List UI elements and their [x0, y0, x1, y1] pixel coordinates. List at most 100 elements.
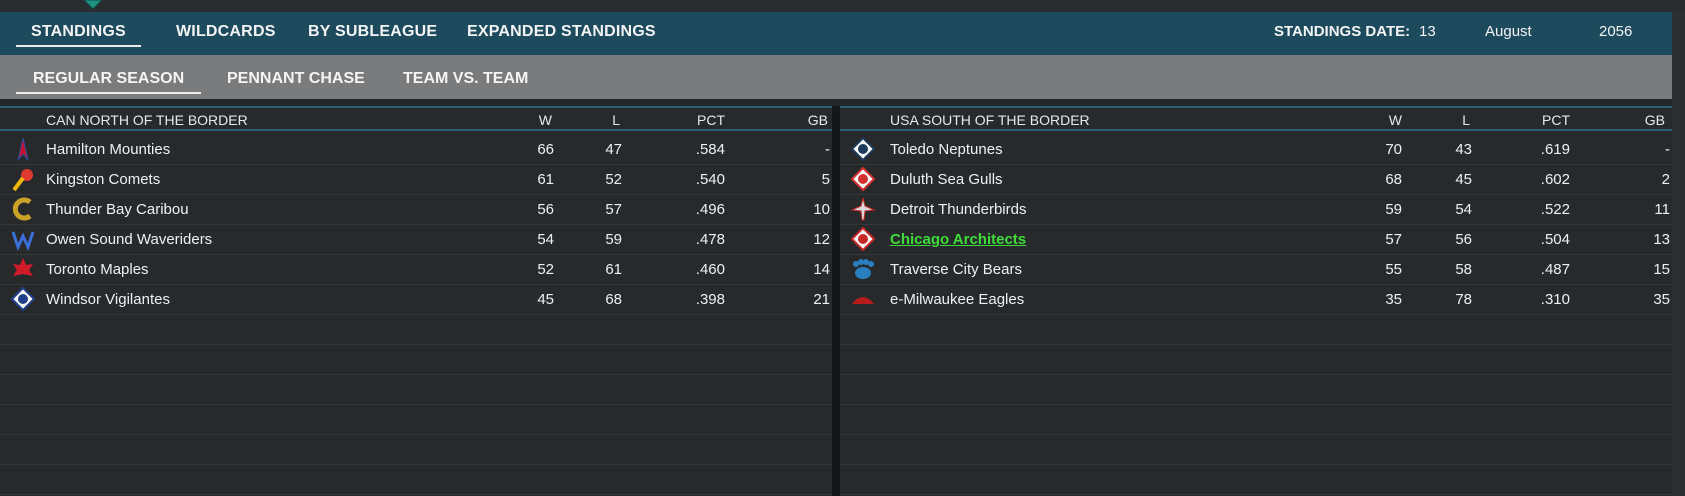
losses-value: 59: [605, 231, 622, 248]
standings-row[interactable]: Detroit Thunderbirds 59 54 .522 11: [840, 193, 1672, 225]
wins-value: 56: [537, 201, 554, 218]
empty-row: [840, 403, 1672, 435]
col-l-header[interactable]: L: [1462, 112, 1470, 128]
wins-value: 55: [1385, 261, 1402, 278]
pct-value: .540: [695, 171, 725, 188]
empty-row: [840, 313, 1672, 345]
gb-value: 11: [1654, 201, 1670, 218]
bears-icon: [853, 259, 874, 279]
gb-value: 2: [1661, 171, 1670, 188]
gb-value: -: [1665, 141, 1670, 158]
standings-row[interactable]: Hamilton Mounties 66 47 .584 -: [0, 133, 832, 165]
pct-value: .487: [1540, 261, 1570, 278]
empty-row: [0, 373, 832, 405]
gb-value: 35: [1653, 291, 1670, 308]
tab-standings[interactable]: STANDINGS: [16, 23, 141, 47]
standings-row[interactable]: Toronto Maples 52 61 .460 14: [0, 253, 832, 285]
standings-date-month[interactable]: August: [1485, 23, 1532, 40]
neptunes-icon: [850, 136, 876, 162]
gb-value: 21: [813, 291, 830, 308]
gb-value: 13: [1653, 231, 1670, 248]
gb-value: 15: [1653, 261, 1670, 278]
losses-value: 58: [1455, 261, 1472, 278]
tab-wildcards[interactable]: WILDCARDS: [176, 23, 276, 40]
wins-value: 45: [537, 291, 554, 308]
col-pct-header[interactable]: PCT: [697, 112, 725, 128]
tab-expanded-standings[interactable]: EXPANDED STANDINGS: [467, 23, 656, 40]
team-name-link[interactable]: Thunder Bay Caribou: [46, 201, 189, 218]
subtab-team-vs-team[interactable]: TEAM VS. TEAM: [403, 70, 529, 87]
losses-value: 57: [605, 201, 622, 218]
wins-value: 68: [1385, 171, 1402, 188]
losses-value: 45: [1455, 171, 1472, 188]
col-w-header[interactable]: W: [1388, 112, 1402, 128]
main-tab-bar: STANDINGS WILDCARDS BY SUBLEAGUE EXPANDE…: [0, 12, 1672, 55]
tab-by-subleague[interactable]: BY SUBLEAGUE: [308, 23, 438, 40]
standings-row[interactable]: Owen Sound Waveriders 54 59 .478 12: [0, 223, 832, 255]
wins-value: 70: [1385, 141, 1402, 158]
empty-row: [0, 343, 832, 375]
standings-row[interactable]: Duluth Sea Gulls 68 45 .602 2: [840, 163, 1672, 195]
architects-icon: [850, 226, 876, 252]
standings-row[interactable]: Toledo Neptunes 70 43 .619 -: [840, 133, 1672, 165]
losses-value: 78: [1455, 291, 1472, 308]
gb-value: 5: [821, 171, 830, 188]
wins-value: 59: [1385, 201, 1402, 218]
standings-date-day[interactable]: 13: [1419, 23, 1436, 40]
standings-row[interactable]: Kingston Comets 61 52 .540 5: [0, 163, 832, 195]
vigilantes-icon: [10, 286, 36, 312]
empty-row: [840, 373, 1672, 405]
team-name-link[interactable]: Owen Sound Waveriders: [46, 231, 213, 248]
empty-row: [840, 343, 1672, 375]
sub-tab-bar: REGULAR SEASON PENNANT CHASE TEAM VS. TE…: [0, 55, 1672, 99]
pct-value: .398: [695, 291, 725, 308]
losses-value: 43: [1455, 141, 1472, 158]
thunderbirds-icon: [850, 197, 876, 221]
division-panel-right: USA SOUTH OF THE BORDER W L PCT GB Toled…: [840, 106, 1672, 496]
team-name-link[interactable]: Windsor Vigilantes: [46, 291, 170, 308]
losses-value: 47: [605, 141, 622, 158]
wins-value: 57: [1385, 231, 1402, 248]
standings-row[interactable]: e-Milwaukee Eagles 35 78 .310 35: [840, 283, 1672, 315]
caribou-icon: [12, 197, 32, 221]
scrollbar[interactable]: [1672, 12, 1685, 496]
empty-row: [840, 463, 1672, 495]
pct-value: .504: [1540, 231, 1570, 248]
pct-value: .496: [695, 201, 725, 218]
division-panel-left: CAN NORTH OF THE BORDER W L PCT GB Hamil…: [0, 106, 832, 496]
division-name: CAN NORTH OF THE BORDER: [46, 112, 248, 128]
standings-row[interactable]: Chicago Architects 57 56 .504 13: [840, 223, 1672, 255]
subtab-pennant-chase[interactable]: PENNANT CHASE: [227, 70, 365, 87]
col-w-header[interactable]: W: [538, 112, 552, 128]
top-strip: [0, 0, 1685, 12]
division-header: USA SOUTH OF THE BORDER W L PCT GB: [840, 106, 1672, 131]
team-name-link[interactable]: Toledo Neptunes: [890, 141, 1003, 158]
pct-value: .602: [1540, 171, 1570, 188]
pct-value: .522: [1540, 201, 1570, 218]
team-name-link[interactable]: Hamilton Mounties: [46, 141, 171, 158]
subtab-regular-season[interactable]: REGULAR SEASON: [16, 70, 202, 94]
standings-date-year[interactable]: 2056: [1599, 23, 1633, 40]
standings-row[interactable]: Traverse City Bears 55 58 .487 15: [840, 253, 1672, 285]
maples-icon: [13, 258, 33, 276]
team-name-link[interactable]: Toronto Maples: [46, 261, 149, 278]
col-l-header[interactable]: L: [612, 112, 620, 128]
division-header: CAN NORTH OF THE BORDER W L PCT GB: [0, 106, 832, 131]
standings-row[interactable]: Thunder Bay Caribou 56 57 .496 10: [0, 193, 832, 225]
team-name-link[interactable]: Traverse City Bears: [890, 261, 1022, 278]
col-pct-header[interactable]: PCT: [1542, 112, 1570, 128]
team-name-link[interactable]: Chicago Architects: [890, 231, 1027, 248]
team-name-link[interactable]: Duluth Sea Gulls: [890, 171, 1003, 188]
standings-row[interactable]: Windsor Vigilantes 45 68 .398 21: [0, 283, 832, 315]
team-name-link[interactable]: e-Milwaukee Eagles: [890, 291, 1025, 308]
team-name-link[interactable]: Kingston Comets: [46, 171, 161, 188]
losses-value: 61: [605, 261, 622, 278]
comets-icon: [12, 169, 33, 192]
team-name-link[interactable]: Detroit Thunderbirds: [890, 201, 1027, 218]
waveriders-icon: [11, 231, 35, 252]
col-gb-header[interactable]: GB: [807, 112, 828, 128]
standings-date-label: STANDINGS DATE:: [1274, 23, 1411, 40]
wins-value: 54: [537, 231, 554, 248]
menu-pointer-icon: [84, 0, 102, 10]
col-gb-header[interactable]: GB: [1644, 112, 1665, 128]
